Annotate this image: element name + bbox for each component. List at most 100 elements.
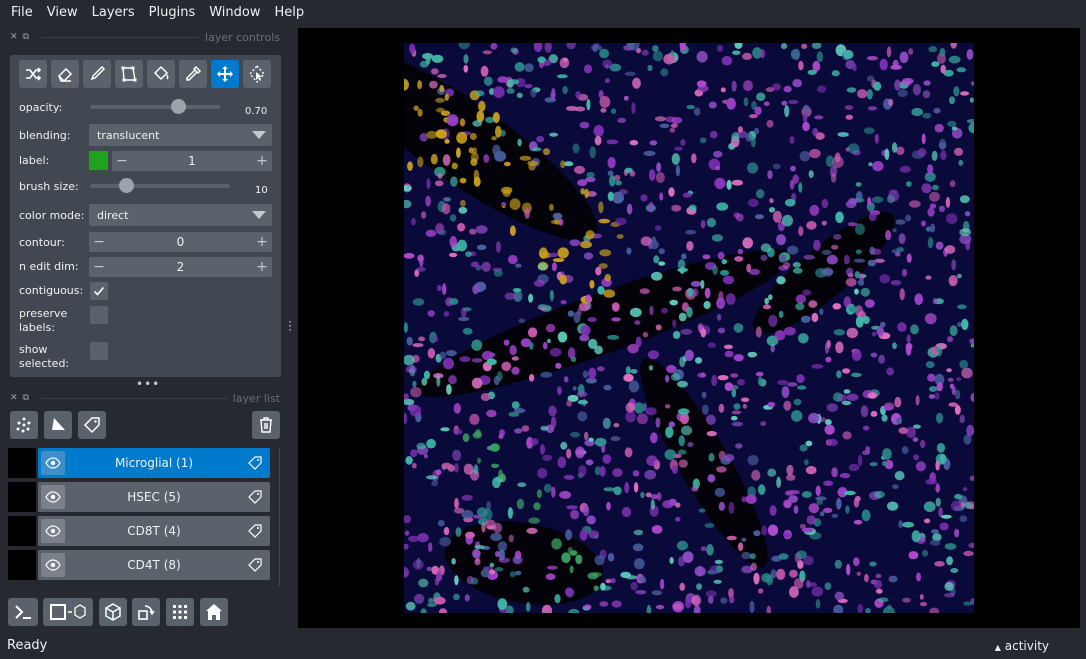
- layer-item[interactable]: CD8T (4): [38, 516, 270, 546]
- fill-button[interactable]: [147, 60, 175, 88]
- menu-window[interactable]: Window: [209, 4, 261, 20]
- layer-row-microglial[interactable]: Microglial (1): [8, 448, 270, 478]
- transpose-button[interactable]: [132, 598, 160, 626]
- menu-help[interactable]: Help: [274, 4, 305, 20]
- terminal-icon: [15, 605, 31, 619]
- layer-row-hsec[interactable]: HSEC (5): [8, 482, 270, 512]
- menu-plugins[interactable]: Plugins: [148, 4, 196, 20]
- transform-icon: [249, 65, 265, 83]
- 2d-3d-toggle-icon: [50, 604, 86, 620]
- transform-button[interactable]: [243, 60, 271, 88]
- brush-size-slider[interactable]: [90, 184, 230, 188]
- layer-row-cd4t[interactable]: CD4T (8): [8, 550, 270, 580]
- menu-view[interactable]: View: [46, 4, 78, 20]
- n-edit-dim-spinbox[interactable]: − 2 +: [89, 257, 272, 277]
- new-labels-layer-button[interactable]: [78, 411, 106, 439]
- ndisplay-button[interactable]: [43, 598, 93, 626]
- status-text: Ready: [7, 638, 48, 653]
- show-selected-line2: selected:: [19, 357, 70, 370]
- visibility-toggle[interactable]: [41, 451, 65, 475]
- contour-spinbox[interactable]: − 0 +: [89, 232, 272, 252]
- polygon-button[interactable]: [115, 60, 143, 88]
- console-button[interactable]: [8, 598, 38, 626]
- new-shapes-layer-button[interactable]: [44, 411, 72, 439]
- tag-icon: [83, 417, 100, 434]
- decrement-icon[interactable]: −: [93, 234, 105, 250]
- brush-size-value: 10: [255, 185, 268, 196]
- color-mode-select[interactable]: direct: [89, 204, 272, 226]
- layer-list-title: layer list: [232, 391, 280, 405]
- opacity-slider-handle[interactable]: [171, 99, 186, 114]
- decrement-icon[interactable]: −: [116, 153, 128, 169]
- shuffle-colors-button[interactable]: [19, 60, 47, 88]
- preserve-labels-checkbox[interactable]: [90, 306, 108, 324]
- scroll-down-icon[interactable]: ▼: [279, 578, 280, 586]
- cube-icon: [105, 603, 121, 621]
- dock-splitter-handle[interactable]: · · ·: [288, 315, 292, 337]
- contiguous-checkbox[interactable]: [90, 282, 108, 300]
- pan-zoom-button[interactable]: [211, 60, 239, 88]
- chevron-down-icon: [252, 211, 266, 219]
- tag-icon: [248, 456, 262, 470]
- layer-row-cd8t[interactable]: CD8T (4): [8, 516, 270, 546]
- layer-item[interactable]: CD4T (8): [38, 550, 270, 580]
- blending-select[interactable]: translucent: [89, 124, 272, 146]
- layer-list-scrollbar[interactable]: ▲ ▼: [279, 448, 280, 586]
- n-edit-dim-label: n edit dim:: [19, 260, 79, 273]
- opacity-slider[interactable]: [90, 105, 220, 109]
- label-spinbox[interactable]: − 1 +: [112, 151, 272, 171]
- menu-file[interactable]: File: [11, 4, 33, 20]
- color-mode-value: direct: [97, 208, 129, 222]
- shapes-icon: [52, 418, 65, 430]
- pick-label-button[interactable]: [179, 60, 207, 88]
- dock-float-icons[interactable]: ✕⧉: [10, 32, 34, 42]
- layer-name[interactable]: Microglial (1): [114, 456, 194, 470]
- layer-thumbnail: [8, 482, 36, 512]
- layer-controls-header: ✕⧉ layer controls: [10, 29, 280, 45]
- brush-size-slider-handle[interactable]: [119, 178, 134, 193]
- layer-name[interactable]: HSEC (5): [127, 490, 181, 504]
- increment-icon[interactable]: +: [256, 234, 268, 250]
- layer-item[interactable]: HSEC (5): [38, 482, 270, 512]
- label-value[interactable]: 1: [188, 154, 196, 168]
- increment-icon[interactable]: +: [256, 259, 268, 275]
- decrement-icon[interactable]: −: [93, 259, 105, 275]
- layer-list-header: ✕⧉ layer list: [10, 390, 280, 406]
- contour-value[interactable]: 0: [176, 235, 185, 249]
- new-points-layer-button[interactable]: [10, 411, 38, 439]
- preserve-labels-line1: preserve: [19, 307, 68, 320]
- eye-icon: [45, 457, 61, 469]
- menu-bar: File View Layers Plugins Window Help: [0, 0, 1086, 24]
- show-selected-checkbox[interactable]: [90, 342, 108, 360]
- viewer-canvas[interactable]: [298, 28, 1080, 628]
- paint-button[interactable]: [83, 60, 111, 88]
- grid-button[interactable]: [166, 598, 194, 626]
- label-color-swatch[interactable]: [89, 151, 108, 170]
- roll-dims-button[interactable]: [99, 598, 127, 626]
- scroll-up-icon[interactable]: ▲: [279, 448, 280, 456]
- eye-icon: [45, 525, 61, 537]
- visibility-toggle[interactable]: [41, 519, 65, 543]
- show-selected-line1: show: [19, 343, 48, 356]
- layer-name[interactable]: CD8T (4): [127, 524, 181, 538]
- visibility-toggle[interactable]: [41, 485, 65, 509]
- preserve-labels-label: preserve labels:: [19, 307, 67, 335]
- menu-layers[interactable]: Layers: [91, 4, 135, 20]
- eraser-icon: [58, 67, 73, 82]
- checkmark-icon: [93, 286, 105, 296]
- brush-icon: [90, 65, 106, 81]
- layer-item[interactable]: Microglial (1): [38, 448, 270, 478]
- dock-float-icons[interactable]: ✕⧉: [10, 393, 34, 403]
- increment-icon[interactable]: +: [256, 153, 268, 169]
- delete-layer-button[interactable]: [252, 411, 280, 439]
- visibility-toggle[interactable]: [41, 553, 65, 577]
- activity-button[interactable]: ▲ activity: [995, 639, 1049, 653]
- layer-name[interactable]: CD4T (8): [127, 558, 181, 572]
- home-button[interactable]: [200, 598, 228, 626]
- header-divider: [41, 36, 200, 38]
- dock-resize-handle[interactable]: •••: [136, 377, 161, 391]
- n-edit-dim-value[interactable]: 2: [176, 260, 185, 274]
- labels-toolbar: [19, 60, 271, 88]
- erase-button[interactable]: [51, 60, 79, 88]
- tissue-image: [404, 43, 974, 613]
